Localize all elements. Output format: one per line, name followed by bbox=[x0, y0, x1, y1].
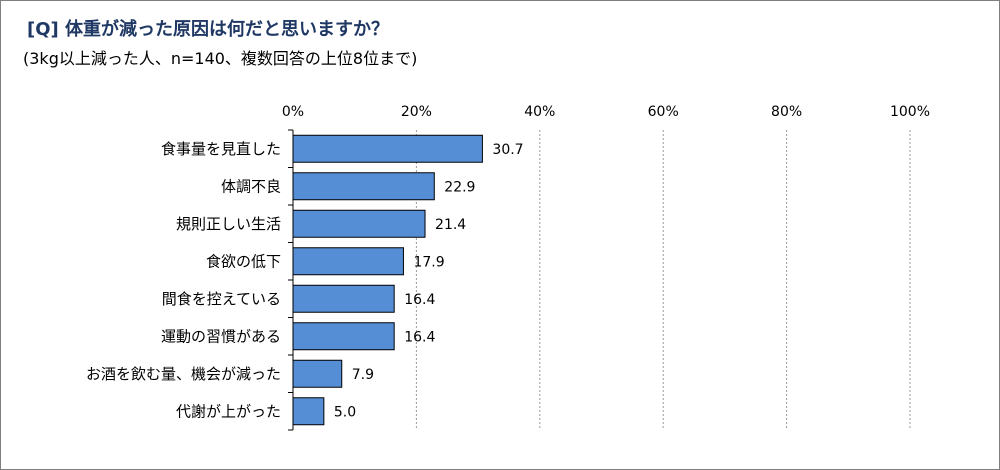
bar bbox=[292, 134, 483, 163]
category-label: 食事量を見直した bbox=[161, 140, 281, 158]
value-label: 17.9 bbox=[413, 254, 444, 270]
category-label: お酒を飲む量、機会が減った bbox=[86, 365, 281, 383]
value-label: 16.4 bbox=[404, 329, 435, 345]
value-label: 5.0 bbox=[334, 404, 356, 420]
value-label: 30.7 bbox=[492, 142, 523, 158]
value-label: 7.9 bbox=[352, 367, 374, 383]
chart-subtitle: (3kg以上減った人、n=140、複数回答の上位8位まで) bbox=[23, 49, 418, 68]
bar bbox=[292, 209, 426, 238]
value-label: 22.9 bbox=[444, 179, 475, 195]
category-label: 運動の習慣がある bbox=[161, 327, 281, 345]
x-tick-label: 40% bbox=[524, 104, 555, 120]
category-label: 規則正しい生活 bbox=[176, 215, 281, 233]
category-label: 間食を控えている bbox=[162, 290, 281, 308]
category-label: 体調不良 bbox=[221, 177, 281, 195]
bar bbox=[292, 247, 404, 276]
x-tick-label: 80% bbox=[771, 104, 802, 120]
value-label: 21.4 bbox=[435, 217, 466, 233]
category-label: 代謝が上がった bbox=[176, 402, 281, 420]
x-tick-label: 100% bbox=[890, 104, 930, 120]
bar bbox=[292, 397, 325, 426]
chart-title: [Q] 体重が減った原因は何だと思いますか？ bbox=[27, 19, 390, 40]
x-tick-label: 20% bbox=[401, 104, 432, 120]
category-label: 食欲の低下 bbox=[206, 252, 281, 270]
bar bbox=[292, 284, 395, 313]
value-label: 16.4 bbox=[404, 292, 435, 308]
bar bbox=[292, 359, 343, 388]
bar bbox=[292, 322, 395, 351]
bar bbox=[292, 172, 435, 201]
x-tick-label: 0% bbox=[282, 104, 304, 120]
x-tick-label: 60% bbox=[648, 104, 679, 120]
